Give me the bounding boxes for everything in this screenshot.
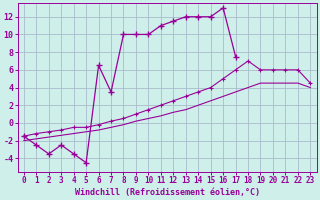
X-axis label: Windchill (Refroidissement éolien,°C): Windchill (Refroidissement éolien,°C) [75, 188, 260, 197]
